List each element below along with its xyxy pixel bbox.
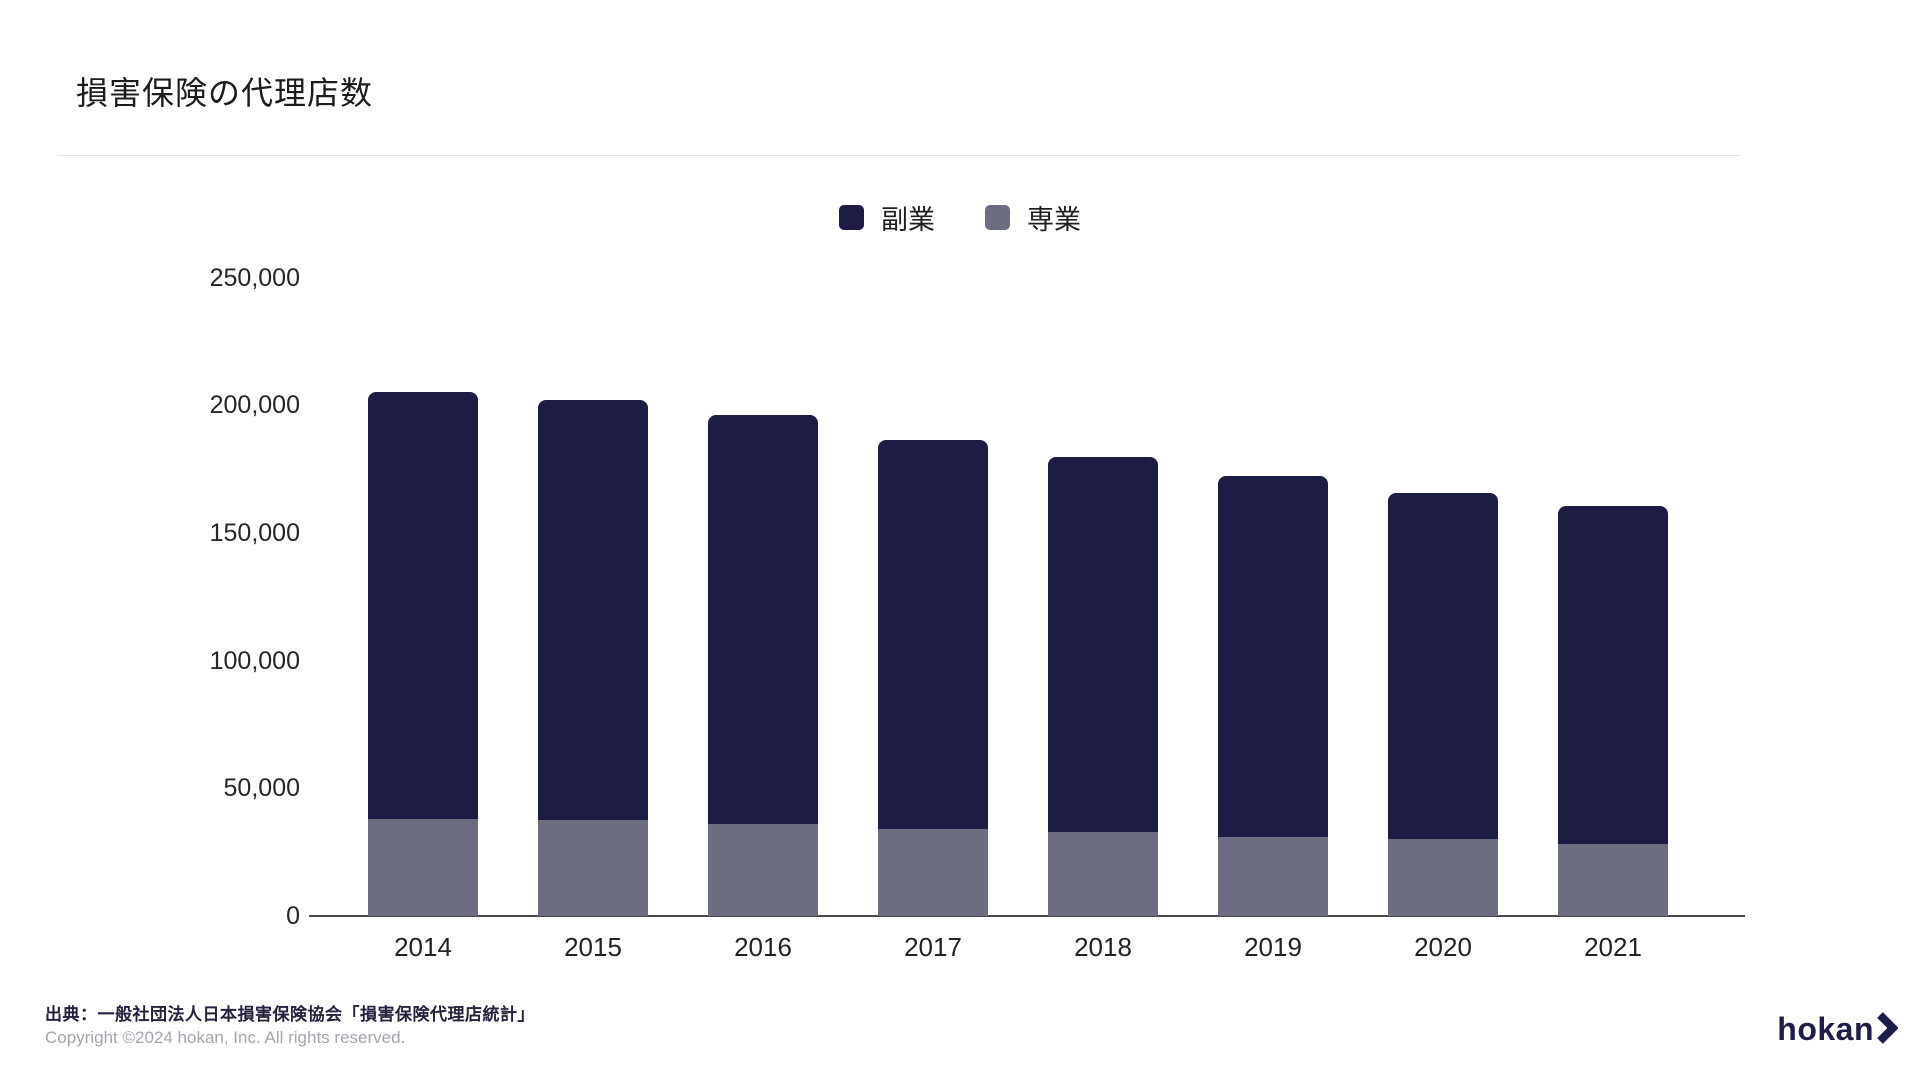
y-tick-label: 250,000 (209, 263, 300, 292)
y-tick-label: 0 (286, 902, 300, 930)
bar-2014-fukugyo-segment (368, 392, 478, 819)
bar-2018-fukugyo-segment (1048, 457, 1158, 832)
legend-label: 専業 (1027, 205, 1081, 235)
title-divider (57, 155, 1741, 156)
bar-2019-sengyo-segment (1218, 837, 1328, 916)
bar-2016 (708, 415, 818, 916)
legend-swatch-icon (839, 205, 864, 230)
bar-2014-sengyo-segment (368, 819, 478, 916)
bar-2015-fukugyo-segment (538, 400, 648, 820)
bar-2020-sengyo-segment (1388, 839, 1498, 916)
bar-2015-sengyo-segment (538, 820, 648, 916)
legend-swatch-icon (985, 205, 1010, 230)
bar-2021-sengyo-segment (1558, 844, 1668, 916)
bar-2020-fukugyo-segment (1388, 493, 1498, 839)
bar-2017-sengyo-segment (878, 829, 988, 916)
x-tick-label-2016: 2016 (734, 932, 792, 962)
y-tick-label: 150,000 (209, 518, 300, 547)
x-tick-label-2021: 2021 (1584, 932, 1642, 962)
x-tick-label-2020: 2020 (1414, 932, 1472, 962)
copyright-text: Copyright ©2024 hokan, Inc. All rights r… (45, 1028, 406, 1047)
legend-item-sengyo: 専業 (985, 198, 1081, 237)
legend-item-fukugyo: 副業 (839, 198, 935, 237)
bar-2019-fukugyo-segment (1218, 476, 1328, 837)
x-tick-label-2019: 2019 (1244, 932, 1302, 962)
legend-label: 副業 (881, 205, 935, 235)
bar-2017 (878, 440, 988, 916)
y-tick-label: 100,000 (209, 646, 300, 675)
source-text: 出典：一般社団法人日本損害保険協会「損害保険代理店統計」 (45, 1005, 535, 1024)
bar-2016-fukugyo-segment (708, 415, 818, 824)
x-tick-label-2014: 2014 (394, 932, 452, 962)
page-title: 損害保険の代理店数 (76, 75, 374, 111)
bar-2021 (1558, 506, 1668, 916)
bar-2014 (368, 392, 478, 916)
hokan-logo: hokan (1777, 1008, 1899, 1050)
y-tick-label: 200,000 (209, 391, 300, 420)
hokan-logo-text: hokan (1777, 1010, 1874, 1047)
bar-2018 (1048, 457, 1158, 916)
x-tick-label-2015: 2015 (564, 932, 622, 962)
bar-2020 (1388, 493, 1498, 916)
chart-legend: 副業 専業 (0, 198, 1920, 237)
bar-2017-fukugyo-segment (878, 440, 988, 829)
x-tick-label-2018: 2018 (1074, 932, 1132, 962)
x-tick-label-2017: 2017 (904, 932, 962, 962)
bar-2019 (1218, 476, 1328, 916)
y-tick-label: 50,000 (223, 774, 300, 803)
x-axis-line (309, 915, 1745, 917)
bar-2016-sengyo-segment (708, 824, 818, 916)
bar-2018-sengyo-segment (1048, 832, 1158, 916)
bar-2015 (538, 400, 648, 916)
bar-2021-fukugyo-segment (1558, 506, 1668, 844)
hokan-logo-chevron-icon (1876, 1011, 1899, 1050)
